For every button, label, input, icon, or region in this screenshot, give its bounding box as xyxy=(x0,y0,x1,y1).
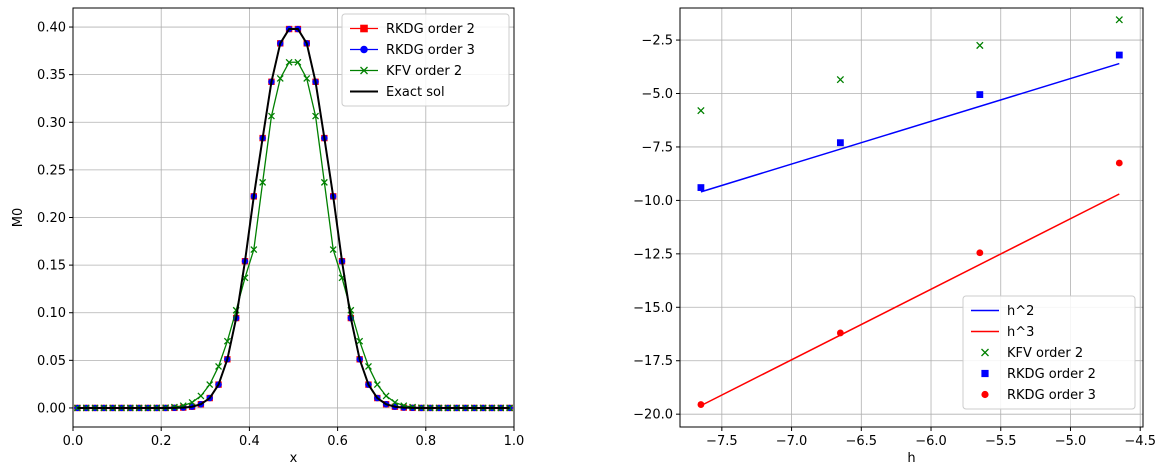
right-series-0-point-1 xyxy=(836,75,845,84)
left-legend-label-0: RKDG order 2 xyxy=(386,22,475,37)
left-xtick-label-4: 0.8 xyxy=(415,434,436,449)
right-series-1-point-0 xyxy=(697,184,705,191)
right-fit-line-1 xyxy=(700,193,1120,407)
right-series-1-point-2 xyxy=(976,91,984,98)
right-xtick-label-1: −7.0 xyxy=(776,434,808,449)
right-legend-label-3: RKDG order 2 xyxy=(1007,367,1096,382)
right-fit-line-0 xyxy=(700,62,1120,193)
right-chart-convergence: −7.5 −7.0 −6.5 −6.0 −5.5 −5.0 −4.5 −20.0 −17.5 −1… xyxy=(633,7,1156,466)
right-legend-box xyxy=(962,295,1136,410)
right-ytick-label-0: −20.0 xyxy=(633,408,673,423)
left-xtick-label-2: 0.4 xyxy=(239,434,260,449)
right-legend-marker-3 xyxy=(981,369,989,378)
left-ylabel: M0 xyxy=(11,208,26,228)
right-axes-frame xyxy=(679,7,1144,428)
right-ytick-label-7: −2.5 xyxy=(641,34,673,49)
right-series-2-point-3 xyxy=(1115,159,1123,167)
right-series-0-point-3 xyxy=(1115,16,1123,24)
right-xtick-label-0: −7.5 xyxy=(706,434,738,449)
left-ytick-label-4: 0.20 xyxy=(37,211,66,226)
right-series-1-point-1 xyxy=(836,139,844,147)
left-ytick-label-8: 0.40 xyxy=(37,21,66,36)
left-ytick-label-6: 0.30 xyxy=(37,116,66,131)
left-series-line-3 xyxy=(77,28,510,409)
left-series-2-point-24 xyxy=(285,58,293,66)
right-series-0-point-0 xyxy=(697,106,705,115)
left-series-2-point-20 xyxy=(250,246,258,254)
left-legend-box xyxy=(341,13,510,107)
left-xtick-label-5: 1.0 xyxy=(504,434,525,449)
right-xtick-label-4: −5.5 xyxy=(985,434,1017,449)
left-series-2-point-32 xyxy=(356,337,364,345)
left-series-2-point-23 xyxy=(276,75,284,82)
right-xtick-label-3: −6.0 xyxy=(915,434,947,449)
left-series-2-point-26 xyxy=(303,75,311,82)
left-series-2-point-34 xyxy=(373,381,381,388)
right-ytick-label-3: −12.5 xyxy=(633,247,673,262)
left-series-2-point-35 xyxy=(382,392,390,400)
left-series-2-point-27 xyxy=(312,112,320,120)
right-legend-label-4: RKDG order 3 xyxy=(1007,388,1096,403)
left-ytick-label-1: 0.05 xyxy=(37,354,66,369)
left-legend-label-1: RKDG order 3 xyxy=(386,43,475,58)
right-xlabel: h xyxy=(907,451,915,466)
right-legend-label-0: h^2 xyxy=(1007,304,1034,319)
left-chart-m0-vs-x: 0.0 0.2 0.4 0.6 0.8 1.0 0.00 0.05 0.10 0.15 0.20 0.… xyxy=(11,7,525,466)
left-series-2-point-21 xyxy=(259,178,267,186)
right-ytick-label-1: −17.5 xyxy=(633,354,673,369)
left-series-2-point-15 xyxy=(206,381,214,388)
left-series-2-point-14 xyxy=(197,392,205,400)
right-legend-label-1: h^3 xyxy=(1007,325,1034,340)
right-xtick-label-5: −5.0 xyxy=(1055,434,1087,449)
right-series-2-point-1 xyxy=(836,329,844,337)
left-ytick-label-5: 0.25 xyxy=(37,163,66,178)
left-xtick-label-3: 0.6 xyxy=(327,434,348,449)
left-legend-label-2: KFV order 2 xyxy=(386,64,462,79)
right-series-1-point-3 xyxy=(1115,51,1123,59)
left-xtick-label-1: 0.2 xyxy=(151,434,172,449)
right-ytick-label-6: −5.0 xyxy=(641,87,673,102)
left-ytick-label-2: 0.10 xyxy=(37,306,66,321)
left-series-2-point-29 xyxy=(329,246,337,254)
left-series-2-point-16 xyxy=(215,362,222,370)
right-legend-marker-4 xyxy=(981,390,989,399)
right-ytick-label-4: −10.0 xyxy=(633,194,673,209)
left-xtick-label-0: 0.0 xyxy=(63,434,84,449)
right-xtick-label-2: −6.5 xyxy=(846,434,878,449)
right-series-0-point-2 xyxy=(976,41,984,50)
right-ytick-label-5: −7.5 xyxy=(641,140,673,155)
right-legend-label-2: KFV order 2 xyxy=(1007,346,1083,361)
right-series-2-point-2 xyxy=(976,249,984,257)
left-series-2-point-25 xyxy=(294,58,302,66)
left-xlabel: x xyxy=(290,451,298,466)
left-legend-label-3: Exact sol xyxy=(386,85,445,100)
left-legend-marker-0 xyxy=(360,24,368,33)
right-ytick-label-2: −15.0 xyxy=(633,301,673,316)
left-series-line-2 xyxy=(77,61,510,409)
left-series-2-point-22 xyxy=(267,112,275,120)
left-ytick-label-0: 0.00 xyxy=(37,401,66,416)
right-legend-marker-2 xyxy=(981,348,989,357)
left-ytick-label-3: 0.15 xyxy=(37,259,66,274)
left-series-2-point-33 xyxy=(365,362,372,370)
left-ytick-label-7: 0.35 xyxy=(37,68,66,83)
left-legend-marker-2 xyxy=(360,66,368,75)
left-series-2-point-36 xyxy=(391,398,399,406)
left-legend-marker-1 xyxy=(360,45,368,54)
right-xtick-label-6: −4.5 xyxy=(1124,434,1156,449)
left-series-2-point-13 xyxy=(188,398,196,406)
right-series-2-point-0 xyxy=(697,401,705,408)
left-series-2-point-17 xyxy=(223,337,231,345)
left-series-2-point-28 xyxy=(320,178,328,186)
